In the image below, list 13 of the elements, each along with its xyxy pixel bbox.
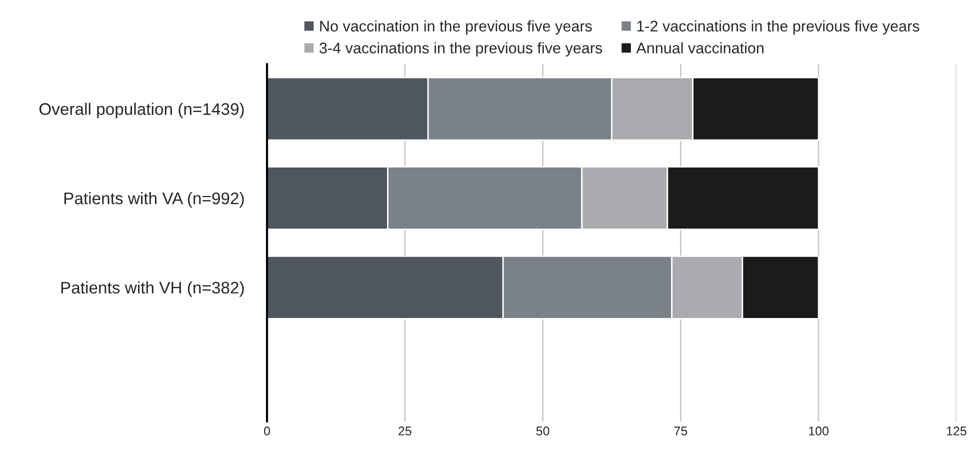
y-tick-label: Patients with VH (n=382) bbox=[61, 281, 244, 297]
legend-label: 1-2 vaccinations in the previous five years bbox=[637, 20, 920, 35]
x-tick-label: 100 bbox=[809, 426, 828, 436]
x-tick-label: 50 bbox=[536, 426, 550, 436]
x-tick-label: 25 bbox=[398, 426, 412, 436]
legend-label: No vaccination in the previous five years bbox=[320, 20, 592, 35]
x-tick-label: 75 bbox=[674, 426, 688, 436]
legend-label: 3-4 vaccinations in the previous five years bbox=[320, 42, 602, 56]
x-tick-label: 0 bbox=[264, 426, 270, 436]
y-tick-label: Patients with VA (n=992) bbox=[64, 192, 244, 208]
y-tick-label: Overall population (n=1439) bbox=[39, 102, 244, 118]
legend-label: Annual vaccination bbox=[636, 42, 764, 54]
x-tick-label: 125 bbox=[946, 426, 966, 436]
